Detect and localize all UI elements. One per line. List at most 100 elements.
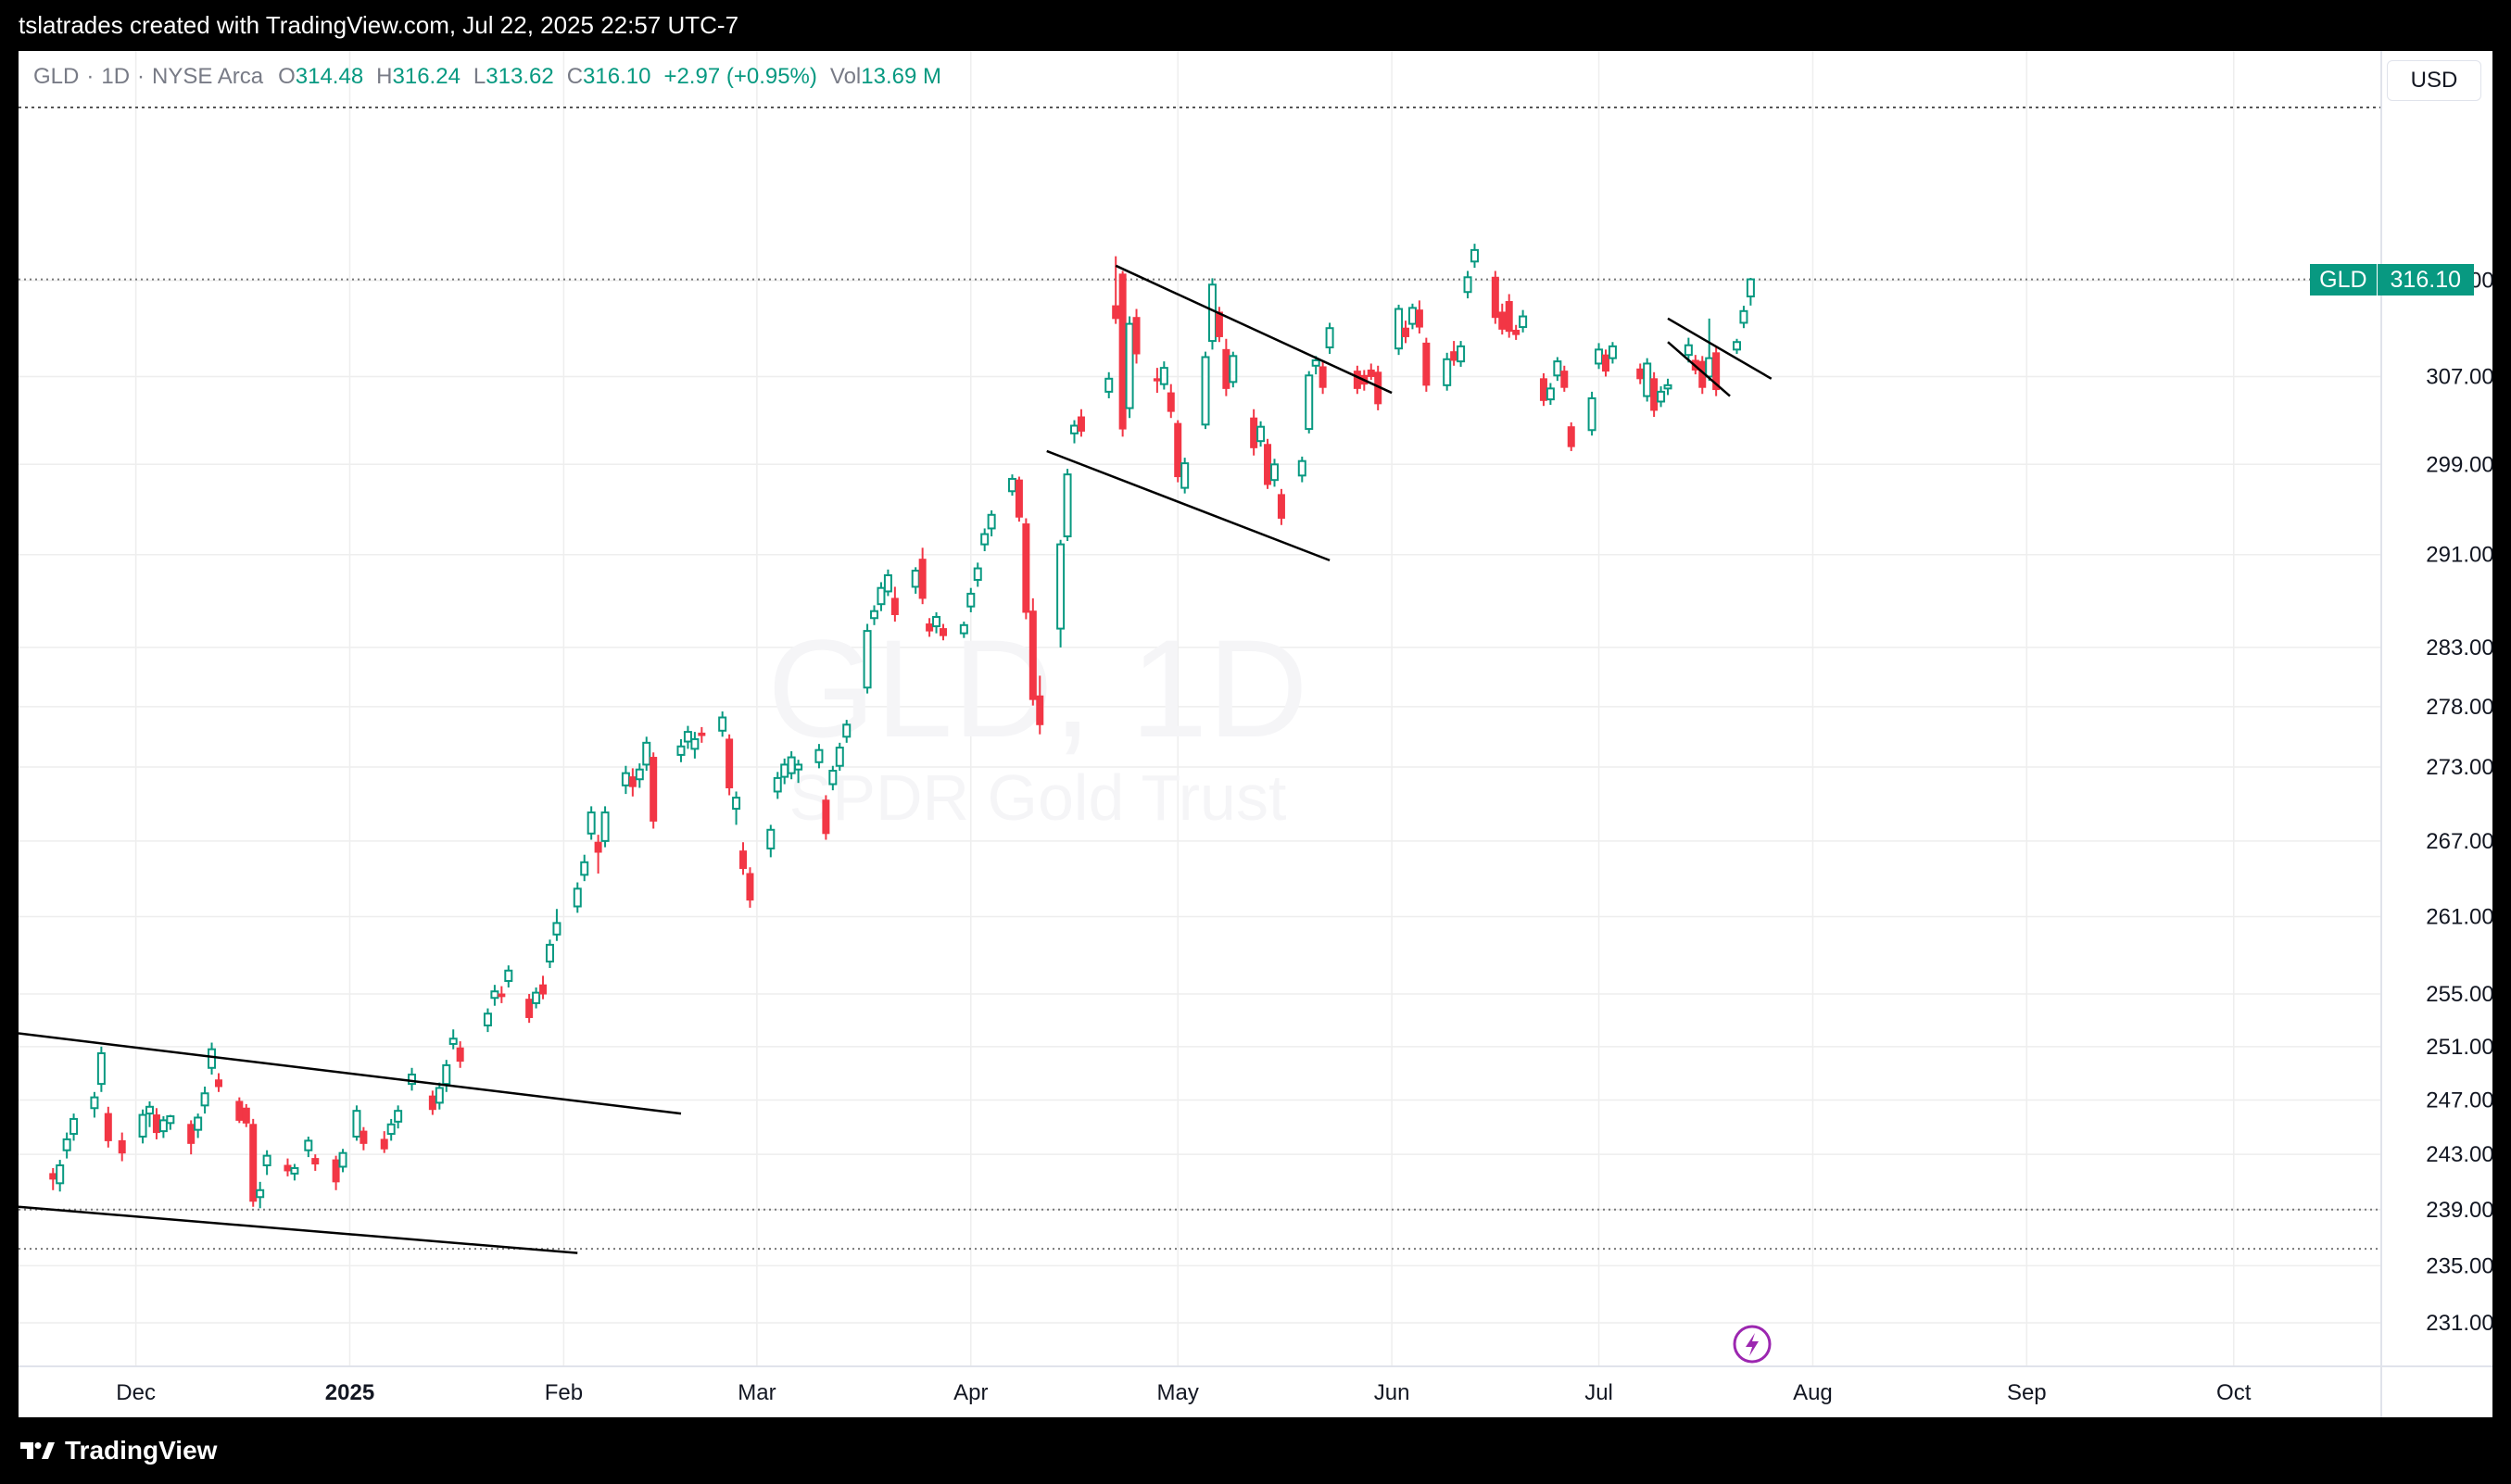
candle-body — [1007, 477, 1016, 493]
candle-body — [200, 1092, 209, 1107]
candle-body — [552, 922, 562, 936]
candle — [187, 1120, 196, 1155]
candle-body — [96, 1051, 106, 1086]
candle — [1297, 456, 1306, 483]
candle — [194, 1113, 203, 1138]
candle — [1443, 352, 1452, 391]
legend-high: 316.24 — [392, 64, 461, 89]
candle-body — [1684, 344, 1693, 357]
candle-body — [1402, 327, 1409, 337]
candle-body — [428, 1095, 436, 1111]
candle — [1705, 318, 1714, 382]
candle — [650, 752, 658, 829]
candle — [932, 611, 941, 634]
candle — [1174, 420, 1182, 483]
candle — [973, 562, 982, 587]
candle-body — [1036, 695, 1044, 725]
candle-body — [504, 969, 513, 982]
trendlines[interactable] — [19, 264, 1773, 1254]
candle — [1407, 303, 1417, 330]
candle-body — [973, 567, 982, 581]
candle-body — [1070, 424, 1079, 434]
candle — [1277, 488, 1285, 525]
candle — [1367, 363, 1375, 380]
candle-body — [642, 741, 651, 766]
candle-body — [650, 757, 658, 822]
horizontal-levels — [19, 107, 2381, 1251]
currency-selector[interactable]: USD — [2387, 60, 2481, 101]
candle-body — [1153, 378, 1161, 382]
candle-body — [1015, 479, 1023, 518]
candle — [794, 760, 803, 784]
candle-body — [1636, 368, 1645, 380]
legend-symbol[interactable]: GLD — [33, 64, 80, 89]
candle-body — [1118, 273, 1127, 430]
footer-bar: TradingView — [0, 1417, 2511, 1484]
candles — [49, 244, 1755, 1209]
y-tick-label: 239.00 — [2426, 1198, 2492, 1223]
candle-body — [490, 990, 499, 1000]
candle-body — [456, 1047, 464, 1063]
candle-body — [62, 1138, 71, 1151]
candle-body — [1215, 311, 1223, 337]
chart-panel[interactable]: GLD, 1D SPDR Gold Trust Dec 2025 Feb Mar Apr… — [19, 51, 2492, 1417]
candle — [870, 605, 879, 625]
candle-body — [573, 887, 582, 908]
candle-body — [877, 586, 886, 606]
candle — [1022, 518, 1030, 620]
candle — [1470, 244, 1479, 269]
candle-body — [1463, 276, 1472, 294]
candle-body — [1546, 387, 1555, 401]
candle — [1587, 391, 1596, 436]
candle-body — [187, 1124, 196, 1144]
tv-logo-icon — [20, 1442, 55, 1459]
candle-body — [1415, 309, 1423, 328]
legend-change: +2.97 (+0.95%) — [663, 64, 817, 89]
x-tick-label: Apr — [953, 1380, 988, 1405]
candle-body — [580, 861, 589, 876]
candle-body — [338, 1151, 347, 1168]
candlestick-chart[interactable]: GLD, 1D SPDR Gold Trust Dec 2025 Feb Mar Apr… — [19, 51, 2492, 1417]
lightning-icon[interactable] — [1733, 1325, 1772, 1364]
legend-interval[interactable]: 1D — [101, 64, 131, 89]
trendline — [1667, 341, 1731, 397]
candle — [966, 587, 976, 612]
candle — [890, 586, 899, 623]
candle-body — [1319, 366, 1327, 388]
candle-body — [262, 1154, 271, 1166]
candle — [1422, 337, 1431, 392]
candle — [1125, 316, 1134, 419]
candle — [573, 882, 582, 913]
candle — [1222, 338, 1230, 396]
candle — [166, 1114, 175, 1130]
candle-body — [600, 811, 610, 842]
candle-body — [1077, 416, 1085, 432]
candle-body — [1519, 315, 1528, 329]
candle — [1269, 459, 1279, 487]
candle — [1636, 363, 1645, 384]
candle-body — [1125, 322, 1134, 409]
candle-body — [926, 623, 934, 632]
candle-body — [683, 731, 692, 743]
candle-body — [104, 1113, 112, 1141]
candle — [580, 854, 589, 882]
candle-body — [980, 533, 990, 546]
candle — [1036, 675, 1044, 735]
candle — [118, 1132, 126, 1162]
candle-body — [1180, 462, 1190, 489]
candle — [360, 1126, 368, 1151]
axes: Dec 2025 Feb Mar Apr May Jun Jul Aug Sep Oct 231.00… — [19, 51, 2492, 1417]
price-tag-symbol: GLD — [2310, 263, 2378, 296]
candle-body — [235, 1100, 244, 1121]
candle — [69, 1113, 79, 1141]
tradingview-logo[interactable]: TradingView — [19, 1436, 217, 1465]
candle-body — [1132, 317, 1141, 355]
candle — [104, 1106, 112, 1148]
x-tick-label: Sep — [2007, 1380, 2047, 1405]
candle — [883, 569, 892, 597]
y-tick-label: 251.00 — [2426, 1035, 2492, 1060]
y-tick-label: 255.00 — [2426, 982, 2492, 1007]
candle — [1180, 458, 1190, 494]
candle-body — [145, 1105, 155, 1115]
candle-body — [1256, 425, 1266, 443]
